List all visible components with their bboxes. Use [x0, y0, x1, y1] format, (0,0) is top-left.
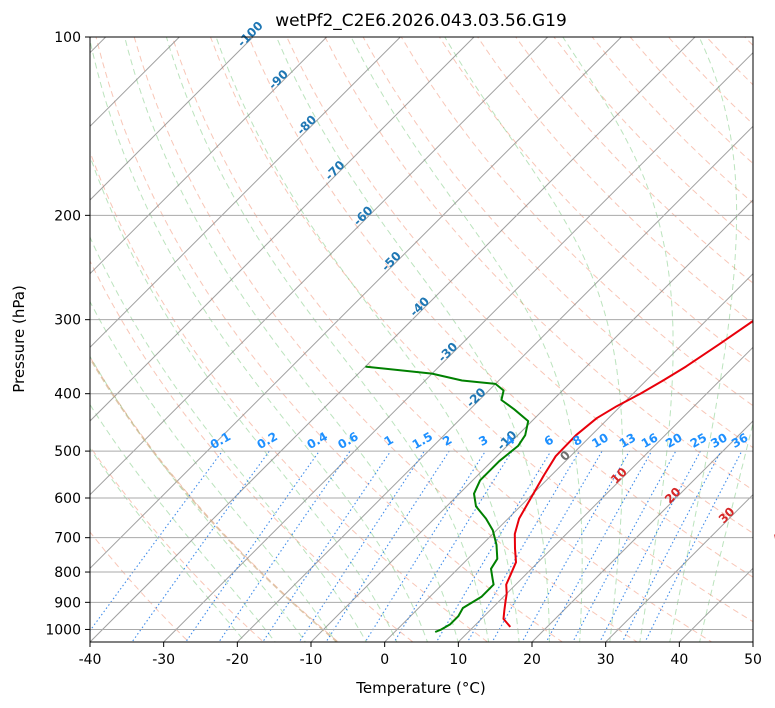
y-tick-label: 1000 — [45, 622, 81, 638]
isotherm-line — [163, 51, 753, 642]
x-tick-label: 50 — [744, 652, 762, 668]
isotherm-line — [531, 420, 753, 642]
moist-adiabat — [444, 37, 624, 642]
temperature-line — [502, 319, 753, 628]
isotherm-line — [457, 346, 753, 642]
isotherm-line — [90, 37, 622, 570]
isotherm-line — [90, 37, 549, 496]
x-tick-label: 30 — [597, 652, 615, 668]
dry-adiabat — [133, 37, 638, 642]
moist-adiabat — [350, 37, 583, 642]
y-tick-label: 700 — [54, 531, 81, 547]
moist-adiabat — [215, 37, 520, 642]
isotherm-line — [90, 37, 401, 349]
dry-adiabat — [90, 150, 489, 642]
dewpoint-line — [365, 365, 530, 633]
x-tick-label: 10 — [449, 652, 467, 668]
x-tick-label: 0 — [380, 652, 389, 668]
y-tick-label: 300 — [54, 313, 81, 329]
dry-adiabat — [171, 37, 713, 642]
isotherm-line — [310, 199, 753, 642]
y-tick-label: 800 — [54, 565, 81, 581]
isotherm-line — [90, 37, 696, 642]
dry-adiabat — [362, 37, 753, 449]
dry-adiabat — [209, 37, 753, 623]
x-tick-label: -10 — [300, 652, 323, 668]
dry-adiabat — [248, 37, 753, 578]
x-tick-label: -40 — [79, 652, 102, 668]
dry-adiabat — [90, 445, 265, 642]
chart-title: wetPf2_C2E6.2026.043.03.56.G19 — [275, 11, 567, 31]
dry-adiabat — [324, 37, 753, 491]
dry-adiabat — [90, 259, 414, 642]
x-tick-label: 40 — [670, 652, 688, 668]
isotherm-line — [236, 125, 753, 642]
y-tick-label: 200 — [54, 208, 81, 224]
isotherm-line — [90, 37, 254, 201]
moist-adiabat — [669, 37, 738, 642]
y-tick-label: 100 — [54, 30, 81, 46]
isotherm-line — [90, 37, 475, 422]
data-lines — [365, 319, 753, 633]
dry-adiabat — [95, 37, 564, 642]
moist-adiabat — [90, 300, 337, 642]
y-tick-label: 500 — [54, 444, 81, 460]
x-tick-label: -20 — [226, 652, 249, 668]
moist-adiabat — [276, 37, 550, 642]
moist-adiabat — [90, 355, 307, 642]
y-tick-label: 600 — [54, 491, 81, 507]
axes: -40 -30 -20 -10 0 10 20 30 40 50 1000 900 800 700 600 5… — [45, 30, 762, 668]
moist-adiabat — [562, 37, 674, 642]
x-axis-title: Temperature (°C) — [355, 679, 485, 697]
x-tick-label: -30 — [152, 652, 175, 668]
plot-frame — [89, 36, 754, 643]
background-lines — [90, 37, 753, 642]
x-tick-label: 20 — [523, 652, 541, 668]
isotherm-line — [605, 493, 753, 642]
y-tick-label: 400 — [54, 387, 81, 403]
y-axis-title: Pressure (hPa) — [10, 285, 28, 393]
isotherm-line — [90, 37, 328, 275]
isotherm-line — [384, 272, 753, 642]
dry-adiabat — [90, 531, 190, 642]
isotherm-label: 40 — [770, 524, 775, 546]
y-tick-label: 900 — [54, 595, 81, 611]
dry-adiabat — [515, 37, 753, 284]
